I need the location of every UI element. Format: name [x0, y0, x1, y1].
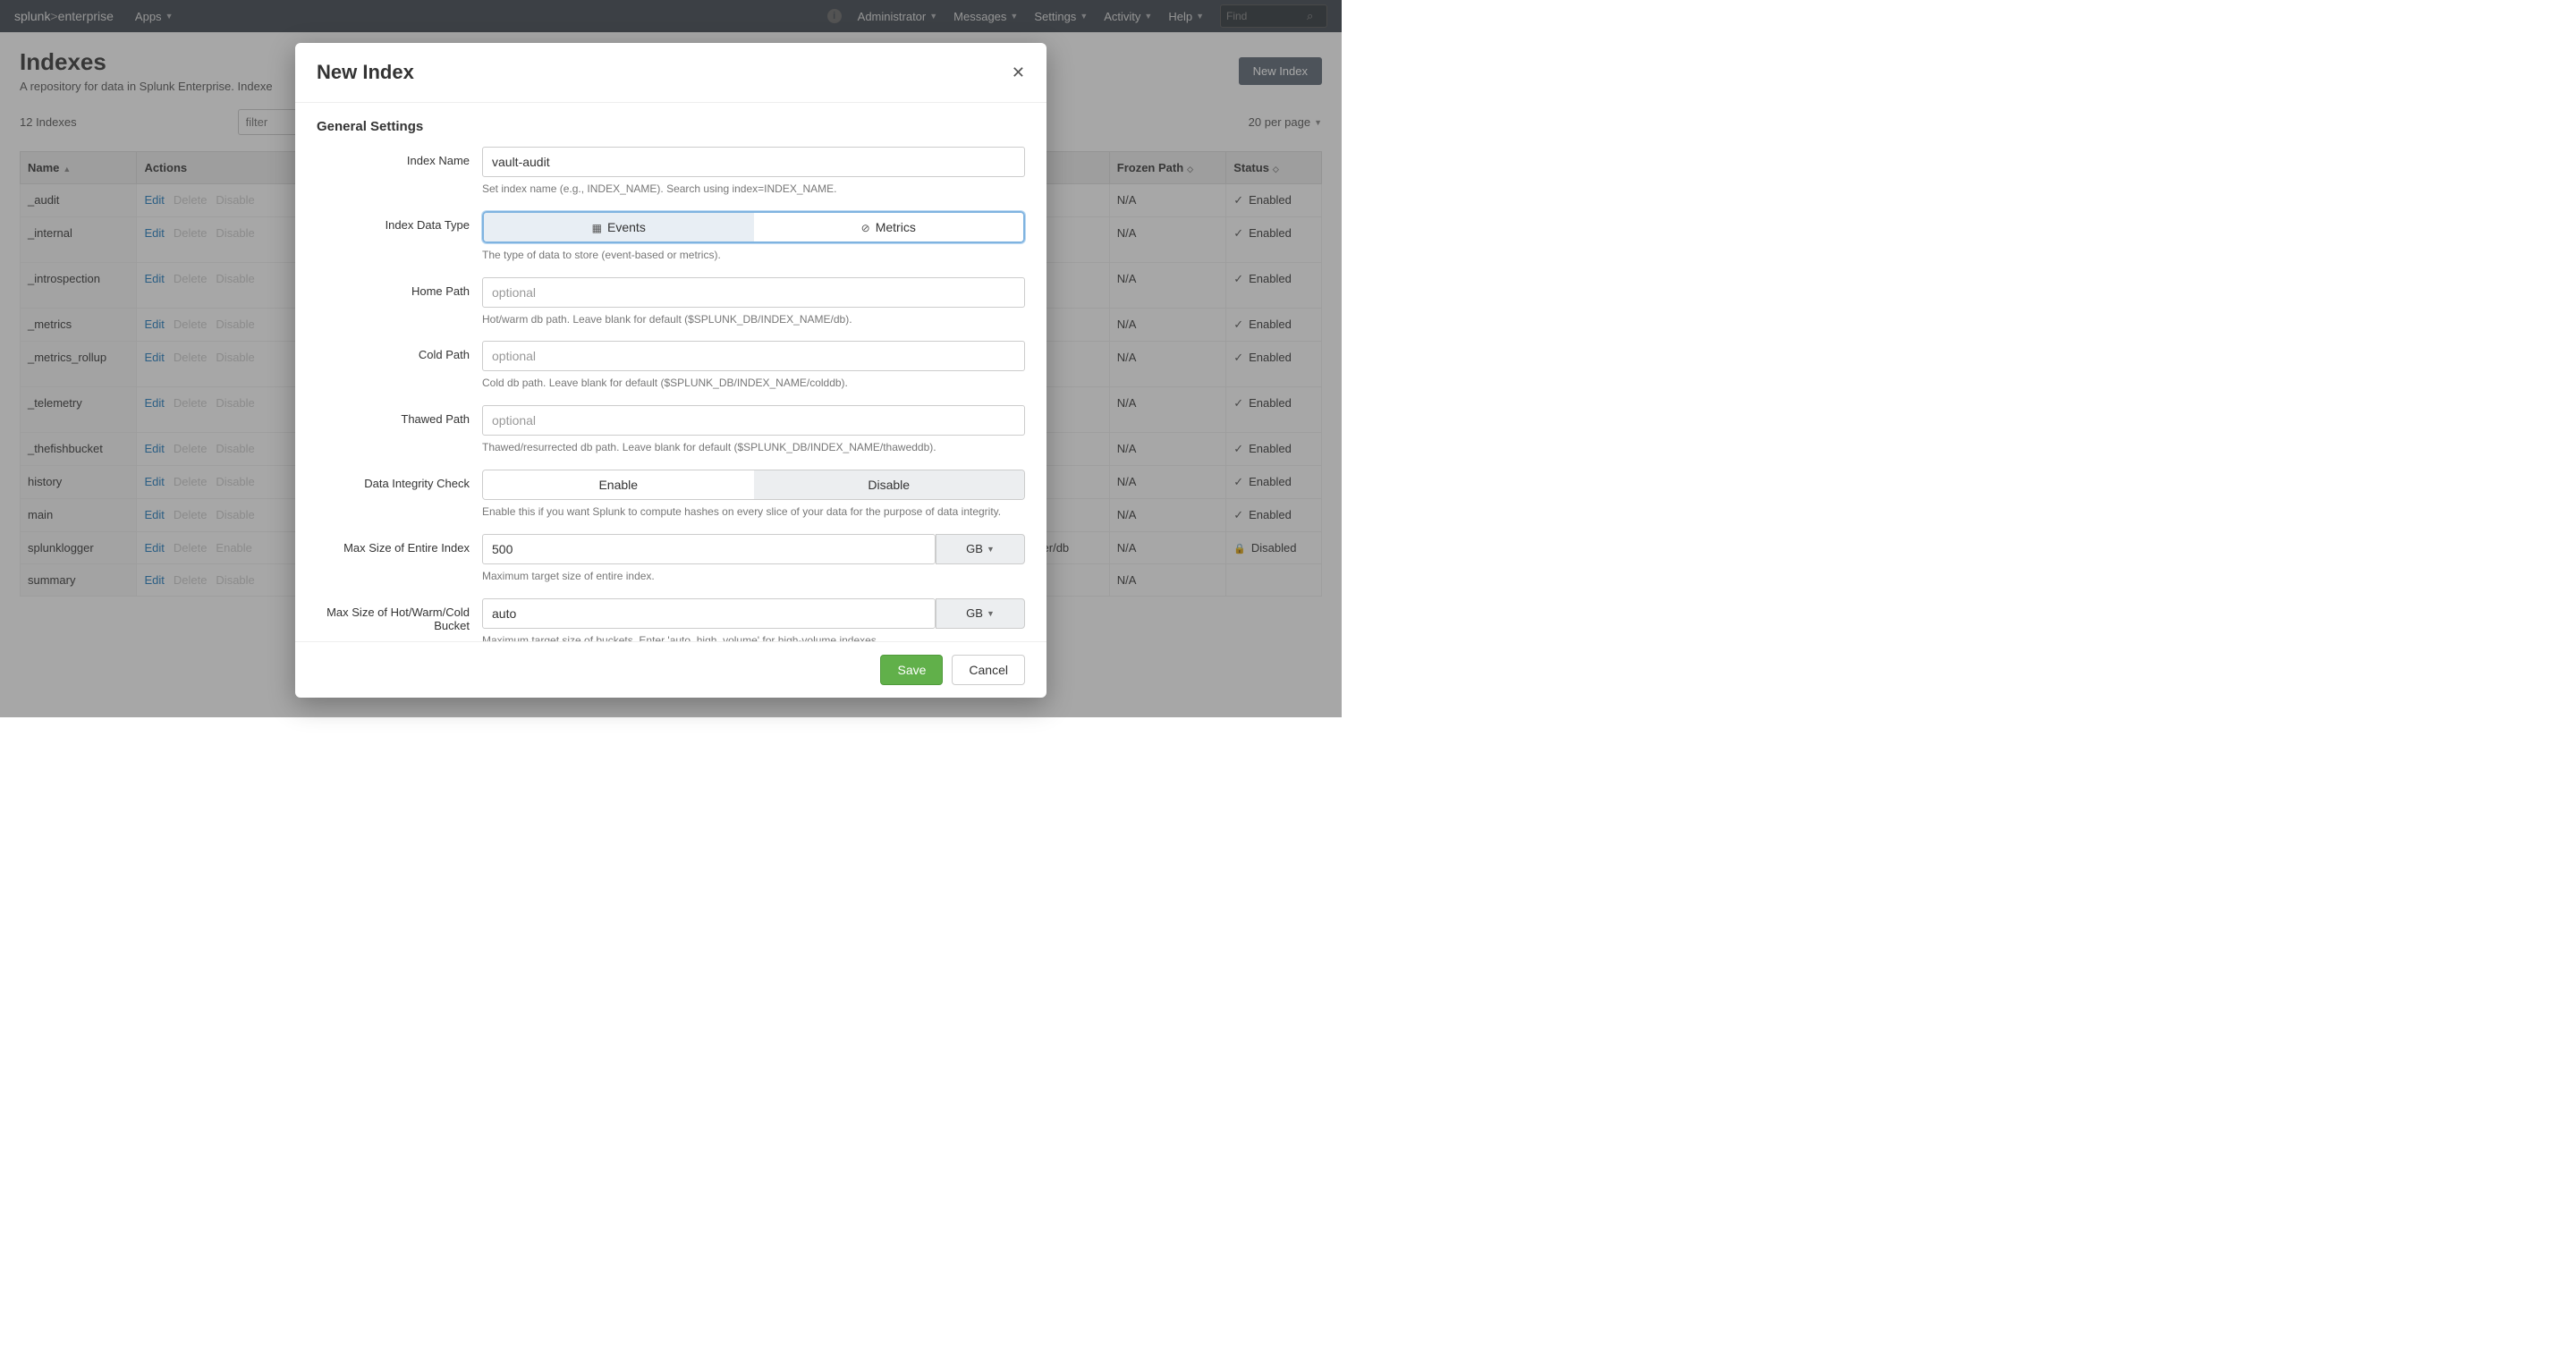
cancel-button[interactable]: Cancel — [952, 655, 1025, 685]
max-index-unit[interactable]: GB ▼ — [936, 534, 1025, 564]
caret-icon: ▼ — [987, 545, 995, 554]
events-label: Events — [607, 220, 646, 234]
help-cold-path: Cold db path. Leave blank for default ($… — [482, 376, 1025, 391]
metrics-label: Metrics — [876, 220, 916, 234]
close-icon[interactable]: ✕ — [1012, 64, 1025, 82]
modal-header: New Index ✕ — [295, 43, 1046, 103]
new-index-modal: New Index ✕ General Settings Index Name … — [295, 43, 1046, 698]
help-max-bucket: Maximum target size of buckets. Enter 'a… — [482, 633, 1025, 641]
help-max-index: Maximum target size of entire index. — [482, 569, 1025, 584]
integrity-disable[interactable]: Disable — [754, 470, 1025, 499]
label-max-index: Max Size of Entire Index — [317, 534, 482, 595]
help-index-name: Set index name (e.g., INDEX_NAME). Searc… — [482, 182, 1025, 197]
label-thawed-path: Thawed Path — [317, 405, 482, 466]
max-bucket-unit[interactable]: GB ▼ — [936, 598, 1025, 629]
thawed-path-input[interactable] — [482, 405, 1025, 436]
label-data-type: Index Data Type — [317, 211, 482, 274]
unit-label: GB — [966, 542, 983, 555]
label-integrity: Data Integrity Check — [317, 470, 482, 530]
caret-icon: ▼ — [987, 609, 995, 618]
unit-label: GB — [966, 606, 983, 620]
help-thawed-path: Thawed/resurrected db path. Leave blank … — [482, 440, 1025, 455]
metrics-icon: ⊘ — [861, 222, 870, 234]
modal-title: New Index — [317, 61, 414, 84]
section-heading: General Settings — [317, 119, 1025, 134]
home-path-input[interactable] — [482, 277, 1025, 308]
help-home-path: Hot/warm db path. Leave blank for defaul… — [482, 312, 1025, 327]
label-cold-path: Cold Path — [317, 341, 482, 402]
data-type-events[interactable]: ▦ Events — [484, 213, 754, 241]
events-icon: ▦ — [592, 222, 602, 234]
modal-footer: Save Cancel — [295, 641, 1046, 698]
index-name-input[interactable] — [482, 147, 1025, 177]
data-type-toggle: ▦ Events ⊘ Metrics — [482, 211, 1025, 243]
label-index-name: Index Name — [317, 147, 482, 207]
label-max-bucket: Max Size of Hot/Warm/Cold Bucket — [317, 598, 482, 641]
max-bucket-input[interactable] — [482, 598, 936, 629]
help-integrity: Enable this if you want Splunk to comput… — [482, 504, 1025, 520]
integrity-enable[interactable]: Enable — [483, 470, 754, 499]
save-button[interactable]: Save — [880, 655, 943, 685]
modal-body: General Settings Index Name Set index na… — [295, 103, 1046, 641]
label-home-path: Home Path — [317, 277, 482, 338]
integrity-toggle: Enable Disable — [482, 470, 1025, 500]
help-data-type: The type of data to store (event-based o… — [482, 248, 1025, 263]
cold-path-input[interactable] — [482, 341, 1025, 371]
max-index-input[interactable] — [482, 534, 936, 564]
data-type-metrics[interactable]: ⊘ Metrics — [754, 213, 1024, 241]
